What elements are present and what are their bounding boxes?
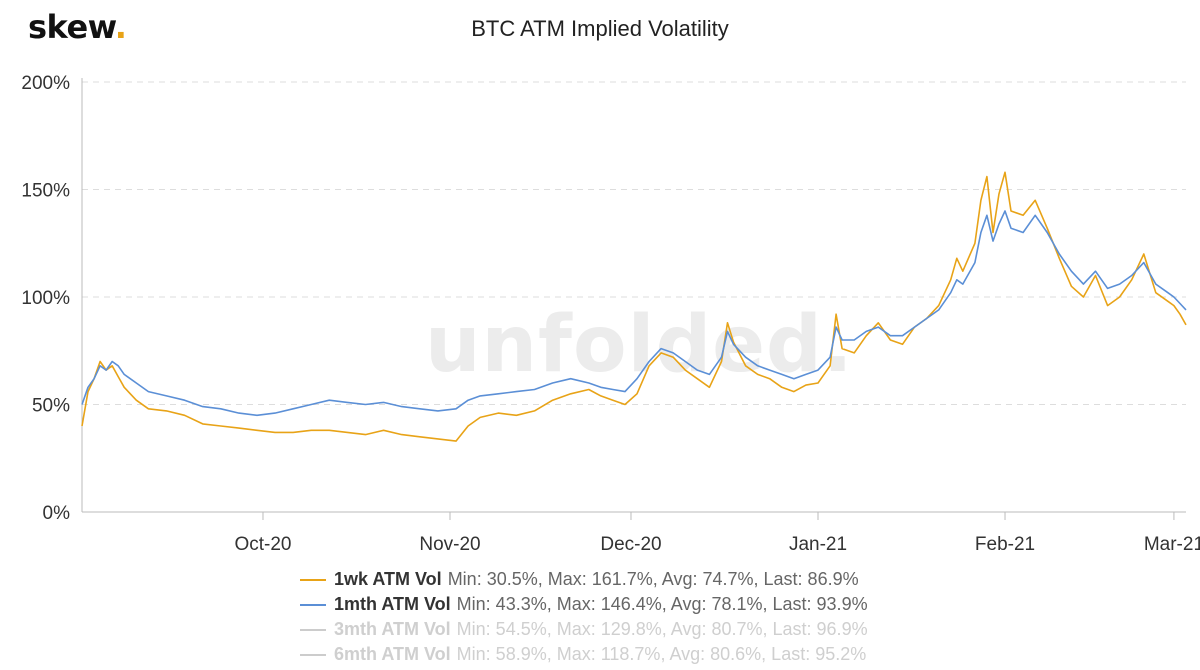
x-tick-label: Oct-20 [234,534,291,555]
logo-dot: . [114,8,127,46]
x-tick-label: Feb-21 [975,534,1035,555]
chart-title: BTC ATM Implied Volatility [471,16,729,41]
x-tick-label: Jan-21 [789,534,847,555]
y-tick-label: 200% [21,73,70,94]
legend-swatch [300,653,326,656]
legend-swatch [300,603,326,606]
legend-item[interactable]: 1wk ATM Vol Min: 30.5%, Max: 161.7%, Avg:… [300,567,868,592]
legend-swatch [300,578,326,581]
y-tick-label: 150% [21,181,70,202]
y-tick-label: 100% [21,288,70,309]
x-tick-label: Mar-21 [1144,534,1200,555]
legend-series-stats: Min: 54.5%, Max: 129.8%, Avg: 80.7%, Las… [456,619,868,639]
legend-series-stats: Min: 30.5%, Max: 161.7%, Avg: 74.7%, Las… [447,569,859,589]
legend-item[interactable]: 6mth ATM Vol Min: 58.9%, Max: 118.7%, Avg… [300,642,868,667]
logo-text: skew [28,8,115,46]
x-tick-label: Nov-20 [419,534,480,555]
legend-series-stats: Min: 58.9%, Max: 118.7%, Avg: 80.6%, Las… [456,644,867,664]
y-tick-label: 0% [43,503,71,524]
chart-area: 0% 50% 100% 150% 200% Oct-20 Nov-20 Dec-20 Jan-2… [21,73,1200,555]
y-tick-label: 50% [32,396,70,417]
legend-series-stats: Min: 43.3%, Max: 146.4%, Avg: 78.1%, Las… [456,594,868,614]
series-line-1 [81,210,1187,417]
legend-series-name: 1wk ATM Vol [334,569,442,589]
x-tick-label: Dec-20 [600,534,661,555]
series-line-0 [81,171,1187,442]
legend-swatch [300,628,326,631]
legend-series-name: 6mth ATM Vol [334,644,451,664]
legend-item[interactable]: 1mth ATM Vol Min: 43.3%, Max: 146.4%, Avg… [300,592,868,617]
skew-logo: skew. [28,8,127,46]
legend-series-name: 3mth ATM Vol [334,619,451,639]
legend-item[interactable]: 3mth ATM Vol Min: 54.5%, Max: 129.8%, Avg… [300,617,868,642]
legend: 1wk ATM Vol Min: 30.5%, Max: 161.7%, Avg:… [300,567,868,667]
legend-series-name: 1mth ATM Vol [334,594,451,614]
